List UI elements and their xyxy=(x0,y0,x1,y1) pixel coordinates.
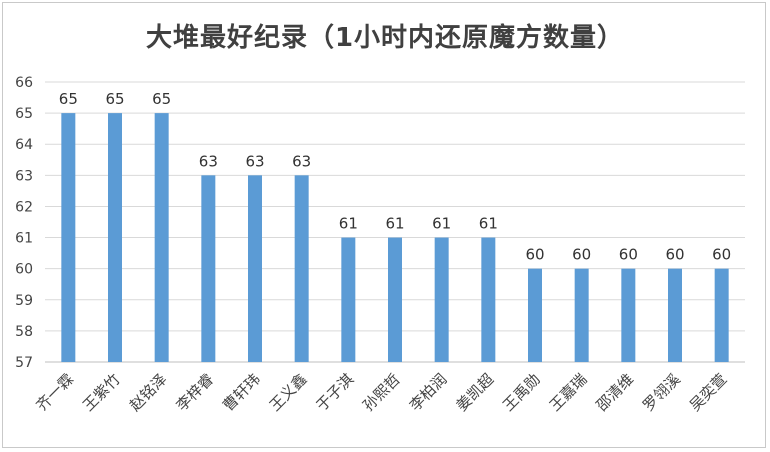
bar xyxy=(201,175,216,362)
x-tick-label: 于子淇 xyxy=(313,370,358,415)
data-label: 61 xyxy=(479,215,498,233)
bar xyxy=(154,113,169,362)
x-tick-label: 孙熙哲 xyxy=(359,370,404,415)
bar xyxy=(528,268,542,362)
data-label: 65 xyxy=(59,90,78,108)
data-label: 65 xyxy=(152,90,171,108)
bar xyxy=(434,237,449,362)
bar xyxy=(481,237,496,362)
data-label: 60 xyxy=(572,246,591,264)
x-tick-label: 姜凯超 xyxy=(453,370,498,415)
y-tick-label: 58 xyxy=(15,324,33,340)
chart-frame: 大堆最好纪录（1小时内还原魔方数量） xyxy=(2,2,766,448)
y-tick-label: 60 xyxy=(15,262,33,278)
bar xyxy=(388,237,402,362)
bar xyxy=(108,113,122,362)
data-label: 63 xyxy=(199,152,218,170)
y-tick-label: 66 xyxy=(15,75,33,91)
x-tick-label: 曹轩玮 xyxy=(219,370,264,415)
x-tick-label: 吴奕萱 xyxy=(686,370,731,415)
data-label: 60 xyxy=(619,246,638,264)
x-tick-label: 李梓睿 xyxy=(173,370,218,415)
y-tick-label: 61 xyxy=(15,231,33,247)
data-label: 61 xyxy=(432,215,451,233)
bar xyxy=(668,268,682,362)
data-label: 63 xyxy=(292,152,311,170)
x-tick-label: 齐一霖 xyxy=(33,370,78,415)
x-tick-label: 王义鑫 xyxy=(266,370,311,415)
bar xyxy=(248,175,262,362)
x-tick-label: 赵铭泽 xyxy=(126,370,171,415)
data-label: 61 xyxy=(385,215,404,233)
data-label: 60 xyxy=(665,246,684,264)
y-tick-label: 65 xyxy=(15,106,33,122)
x-axis-ticks: 齐一霖 王紫竹 赵铭泽 李梓睿 曹轩玮 王义鑫 于子淇 孙熙哲 李柏润 姜凯超 王禹勋 王嘉瑞 邵清维罗… xyxy=(33,370,731,415)
x-tick-label: 李柏润 xyxy=(406,370,451,415)
y-tick-label: 57 xyxy=(15,355,33,371)
x-tick-label: 王紫竹 xyxy=(79,370,124,415)
chart-title: 大堆最好纪录（1小时内还原魔方数量） xyxy=(145,23,625,53)
bar xyxy=(574,268,589,362)
data-label: 63 xyxy=(245,152,264,170)
y-tick-label: 64 xyxy=(15,137,33,153)
bar xyxy=(294,175,309,362)
x-tick-label: 王嘉瑞 xyxy=(546,370,591,415)
y-tick-label: 59 xyxy=(15,293,33,309)
x-tick-label: 罗翎溪 xyxy=(639,370,684,415)
bar xyxy=(621,268,636,362)
bars xyxy=(61,113,729,362)
data-labels: 65 65 65 63 63 63 61 61 61 61 60 60 60 60 60 xyxy=(59,90,731,264)
x-tick-label: 王禹勋 xyxy=(499,370,544,415)
data-label: 65 xyxy=(105,90,124,108)
y-axis-ticks: 57 58 59 60 61 62 63 64 65 66 xyxy=(15,75,33,371)
data-label: 60 xyxy=(525,246,544,264)
bar xyxy=(714,268,729,362)
bar xyxy=(61,113,76,362)
y-tick-label: 62 xyxy=(15,199,33,215)
y-tick-label: 63 xyxy=(15,168,33,184)
data-label: 60 xyxy=(712,246,731,264)
x-tick-label: 邵清维 xyxy=(593,370,638,415)
data-label: 61 xyxy=(339,215,358,233)
bar xyxy=(341,237,356,362)
